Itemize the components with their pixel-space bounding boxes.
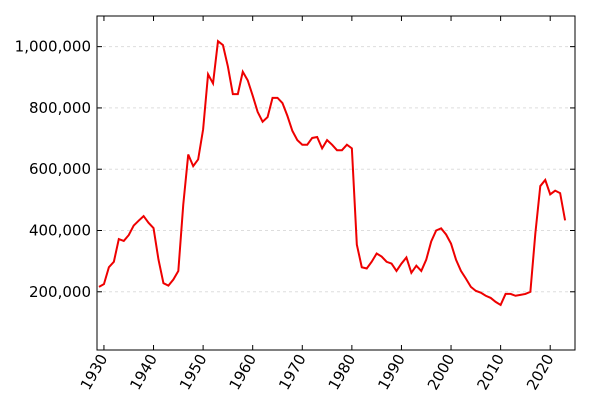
y-tick-label: 800,000	[29, 99, 91, 117]
y-tick-label: 200,000	[29, 283, 91, 301]
data-line	[98, 39, 567, 307]
x-tick-label: 2010	[473, 351, 508, 393]
y-tick-label: 1,000,000	[15, 38, 91, 56]
x-tick-label: 1950	[176, 351, 211, 393]
y-tick-label: 400,000	[29, 221, 91, 239]
x-tick-label: 1930	[77, 351, 112, 393]
x-tick-label: 1970	[275, 351, 310, 393]
x-tick-label: 1960	[225, 351, 260, 393]
x-tick-label: 2000	[424, 351, 459, 393]
x-tick-label: 1940	[126, 351, 161, 393]
x-tick-label: 1980	[325, 351, 360, 393]
x-tick-label: 1990	[374, 351, 409, 393]
plot-frame	[96, 15, 576, 351]
x-tick-label: 2020	[523, 351, 558, 393]
y-tick-label: 600,000	[29, 160, 91, 178]
